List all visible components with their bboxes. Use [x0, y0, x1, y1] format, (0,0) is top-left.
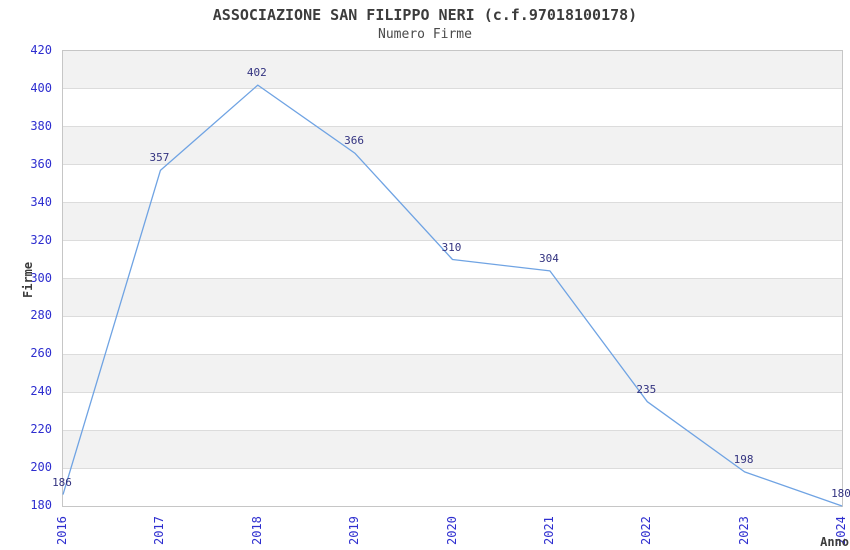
plot-band — [63, 392, 842, 431]
y-tick-label: 280 — [30, 308, 52, 323]
plot-band — [63, 316, 842, 355]
data-point-label: 198 — [733, 452, 754, 466]
y-tick-label: 300 — [30, 270, 52, 285]
data-point-label: 186 — [52, 475, 72, 489]
x-tick-label: 2017 — [152, 516, 167, 545]
y-tick-label: 220 — [30, 422, 52, 437]
plot-band — [63, 278, 842, 317]
data-point-label: 402 — [246, 66, 267, 80]
x-tick-label: 2018 — [249, 516, 264, 545]
y-tick-label: 260 — [30, 346, 52, 361]
gridline — [63, 429, 842, 431]
y-tick-label: 180 — [30, 498, 52, 512]
y-tick-label: 380 — [30, 118, 52, 133]
data-point-label: 304 — [538, 251, 559, 265]
gridline — [63, 240, 842, 242]
plot-band — [63, 126, 842, 165]
gridline — [63, 353, 842, 355]
data-point-label: 310 — [441, 240, 462, 254]
x-tick-label: 2016 — [55, 516, 69, 545]
x-tick-label: 2020 — [444, 516, 459, 545]
x-tick-label: 2022 — [639, 516, 654, 545]
gridline — [63, 202, 842, 204]
y-tick-label: 320 — [30, 232, 52, 247]
line-series — [62, 84, 843, 507]
plot-band — [63, 164, 842, 203]
data-point-label: 366 — [344, 134, 365, 148]
y-tick-label: 420 — [30, 43, 52, 57]
gridline — [63, 315, 842, 317]
plot-band — [63, 468, 842, 506]
gridline — [63, 126, 842, 128]
data-point-label: 357 — [149, 151, 170, 165]
gridline — [63, 278, 842, 279]
y-tick-label: 200 — [30, 460, 52, 475]
gridline — [63, 88, 842, 90]
chart-subtitle: Numero Firme — [378, 27, 472, 42]
plot-area — [62, 50, 843, 507]
x-tick-label: 2021 — [541, 516, 556, 545]
plot-band — [63, 202, 842, 241]
y-tick-label: 340 — [30, 194, 52, 209]
y-tick-label: 360 — [30, 156, 52, 171]
gridline — [63, 467, 842, 469]
y-axis-title: Firme — [21, 261, 35, 298]
y-tick-label: 240 — [30, 384, 52, 399]
gridline — [63, 391, 842, 393]
data-point-label: 180 — [831, 487, 850, 500]
x-tick-label: 2019 — [347, 516, 362, 545]
gridline — [63, 164, 842, 166]
y-tick-label: 400 — [30, 80, 52, 95]
x-axis-title: Anno — [820, 535, 849, 549]
chart-title: ASSOCIAZIONE SAN FILIPPO NERI (c.f.97018… — [212, 6, 638, 24]
plot-band — [63, 354, 842, 393]
data-point-label: 235 — [636, 382, 657, 396]
plot-band — [63, 51, 842, 89]
x-tick-label: 2023 — [736, 516, 751, 545]
plot-band — [63, 88, 842, 127]
